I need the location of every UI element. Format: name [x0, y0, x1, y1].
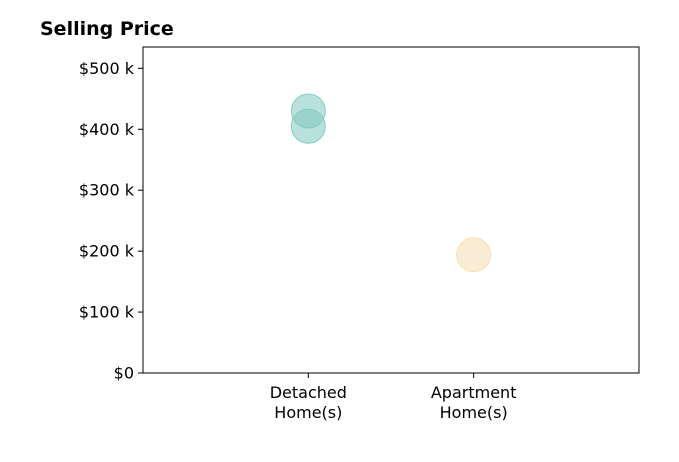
- y-tick-label: $100 k: [79, 303, 135, 322]
- x-tick-label: Detached: [270, 383, 347, 402]
- x-tick-label: Home(s): [274, 403, 342, 422]
- chart-title: Selling Price: [40, 18, 174, 40]
- y-axis: $0 $100 k $200 k $300 k $400 k $500 k: [79, 59, 143, 383]
- y-tick-label: $300 k: [79, 181, 135, 200]
- y-tick-label: $0: [114, 364, 134, 383]
- data-point: [456, 237, 492, 273]
- data-point: [290, 108, 326, 144]
- plot-area: [290, 93, 492, 273]
- x-tick-label: Home(s): [440, 403, 508, 422]
- y-tick-label: $500 k: [79, 59, 135, 78]
- y-tick-label: $400 k: [79, 120, 135, 139]
- x-tick-label: Apartment: [431, 383, 517, 402]
- y-tick-label: $200 k: [79, 242, 135, 261]
- plot-frame: [142, 46, 640, 374]
